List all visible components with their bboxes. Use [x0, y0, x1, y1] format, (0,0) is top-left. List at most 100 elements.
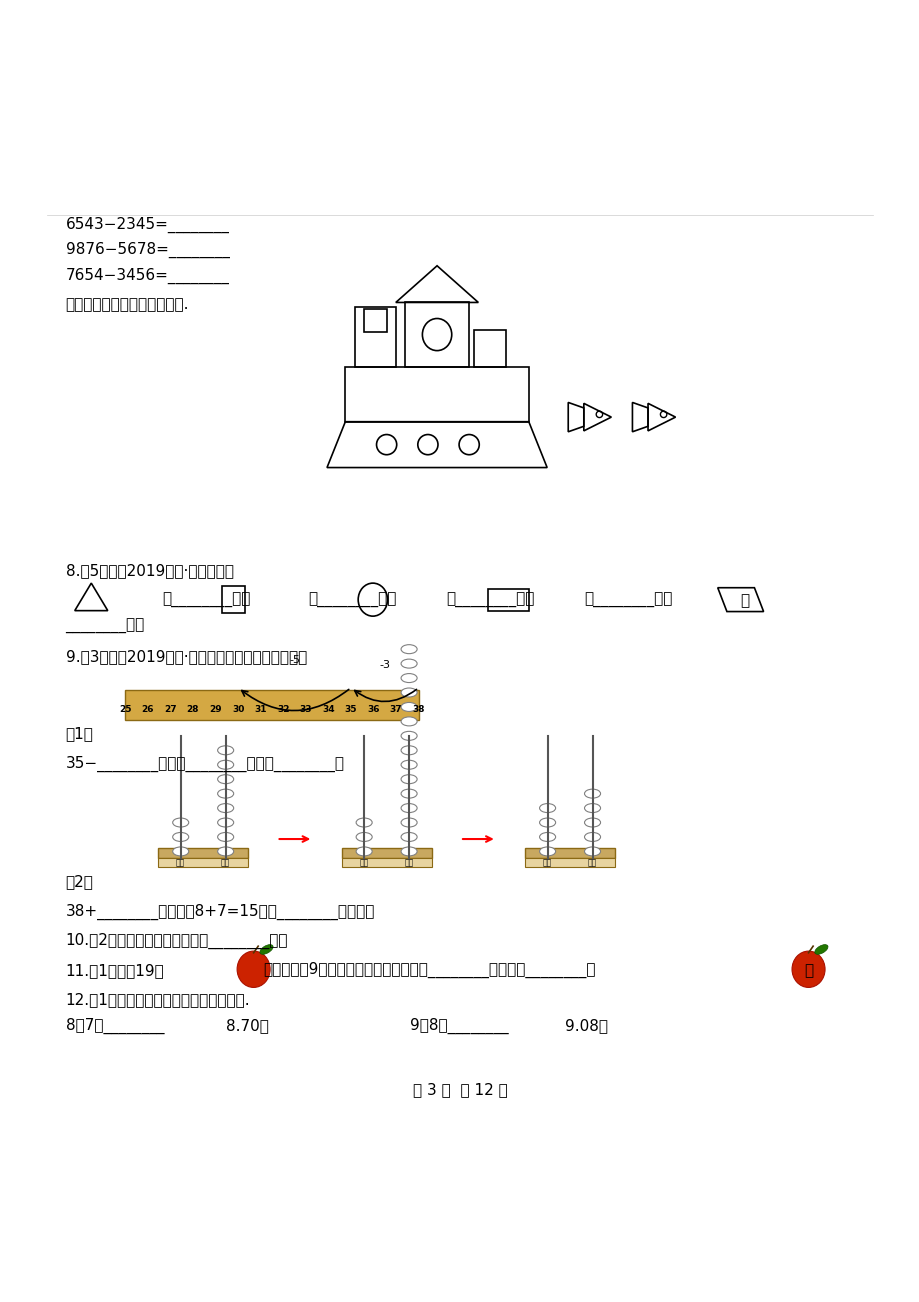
Ellipse shape [356, 832, 372, 841]
Text: 38+________，个位是8+7=15，向________位进一。: 38+________，个位是8+7=15，向________位进一。 [65, 904, 375, 919]
Ellipse shape [584, 803, 600, 812]
Text: -3: -3 [379, 660, 390, 669]
Text: 31: 31 [255, 706, 267, 715]
Text: ________个。: ________个。 [65, 618, 144, 634]
Text: 27: 27 [164, 706, 176, 715]
Text: 个位: 个位 [404, 858, 414, 867]
Text: 30: 30 [232, 706, 244, 715]
Ellipse shape [814, 945, 827, 954]
Text: 25: 25 [119, 706, 131, 715]
Ellipse shape [401, 789, 416, 798]
Ellipse shape [401, 687, 416, 697]
Ellipse shape [218, 832, 233, 841]
Ellipse shape [584, 832, 600, 841]
Text: -5: -5 [289, 655, 300, 665]
Ellipse shape [539, 846, 555, 855]
Ellipse shape [791, 952, 824, 987]
Text: 6543−2345=________: 6543−2345=________ [65, 216, 229, 233]
Ellipse shape [356, 846, 372, 855]
Ellipse shape [539, 803, 555, 812]
Text: 9元8角________: 9元8角________ [409, 1018, 507, 1034]
Bar [363, 309, 386, 332]
Text: 7654−3456=________: 7654−3456=________ [65, 268, 229, 284]
Text: 37: 37 [390, 706, 402, 715]
Bar [525, 848, 614, 858]
Bar [525, 858, 614, 867]
Ellipse shape [401, 659, 416, 668]
Ellipse shape [401, 717, 416, 727]
Text: 11.（1分）有19个: 11.（1分）有19个 [65, 962, 165, 978]
Ellipse shape [218, 746, 233, 755]
Text: 个位: 个位 [221, 858, 230, 867]
Ellipse shape [401, 846, 416, 855]
Text: 8.（5分）（2019一下·鹤城期末）: 8.（5分）（2019一下·鹤城期末） [65, 562, 233, 578]
Ellipse shape [584, 846, 600, 855]
Text: 有________个，: 有________个， [584, 592, 672, 608]
Bar [488, 589, 528, 611]
Text: 34: 34 [322, 706, 335, 715]
Text: 35−________，先算________，再算________。: 35−________，先算________，再算________。 [65, 755, 345, 772]
Ellipse shape [539, 818, 555, 827]
Ellipse shape [401, 760, 416, 769]
Bar [341, 858, 431, 867]
Ellipse shape [173, 832, 188, 841]
Text: 8元7角________: 8元7角________ [65, 1018, 164, 1034]
Text: 33: 33 [300, 706, 312, 715]
Text: 29: 29 [209, 706, 221, 715]
Bar [125, 690, 418, 720]
Ellipse shape [401, 703, 416, 711]
Text: 26: 26 [142, 706, 153, 715]
Text: 有________个，: 有________个， [308, 592, 397, 608]
Ellipse shape [218, 803, 233, 812]
Bar [345, 367, 528, 422]
Ellipse shape [259, 945, 273, 954]
Text: （1）: （1） [65, 727, 94, 741]
Bar [473, 329, 505, 367]
Ellipse shape [401, 832, 416, 841]
Ellipse shape [237, 952, 270, 987]
Ellipse shape [218, 760, 233, 769]
Text: 10.（2分）从右边起，第三位是________位。: 10.（2分）从右边起，第三位是________位。 [65, 932, 288, 949]
Text: 9876−5678=________: 9876−5678=________ [65, 242, 229, 258]
Ellipse shape [539, 832, 555, 841]
Ellipse shape [218, 775, 233, 784]
Ellipse shape [401, 732, 416, 741]
Text: 第 3 页  共 12 页: 第 3 页 共 12 页 [413, 1082, 506, 1096]
Bar [404, 302, 469, 367]
Text: 38: 38 [412, 706, 425, 715]
Text: 十位: 十位 [176, 858, 185, 867]
Ellipse shape [218, 846, 233, 855]
Text: 35: 35 [345, 706, 357, 715]
Bar [341, 848, 431, 858]
Ellipse shape [401, 803, 416, 812]
Text: 36: 36 [367, 706, 380, 715]
Ellipse shape [356, 818, 372, 827]
Ellipse shape [401, 775, 416, 784]
Bar [354, 307, 395, 367]
Text: 9.（3分）（2019一下·锡江期末）看一看，填一填。: 9.（3分）（2019一下·锡江期末）看一看，填一填。 [65, 648, 307, 664]
Ellipse shape [401, 818, 416, 827]
Bar [158, 848, 248, 858]
Ellipse shape [584, 818, 600, 827]
Bar [158, 858, 248, 867]
Text: 十位: 十位 [542, 858, 551, 867]
Ellipse shape [218, 818, 233, 827]
Ellipse shape [173, 846, 188, 855]
Text: （2）: （2） [65, 875, 94, 889]
Text: 12.（1分）比较下面每组中两个数的大小.: 12.（1分）比较下面每组中两个数的大小. [65, 992, 250, 1006]
Text: 按找到的规律，再写两个算式.: 按找到的规律，再写两个算式. [65, 297, 189, 311]
Text: 有: 有 [739, 592, 748, 608]
Text: 8.70元: 8.70元 [226, 1018, 268, 1034]
Ellipse shape [401, 673, 416, 682]
Text: 9.08元: 9.08元 [565, 1018, 607, 1034]
Ellipse shape [401, 746, 416, 755]
Text: 十位: 十位 [359, 858, 369, 867]
Bar [221, 586, 245, 613]
Ellipse shape [584, 789, 600, 798]
Text: 28: 28 [187, 706, 199, 715]
Text: 个位: 个位 [587, 858, 596, 867]
Ellipse shape [401, 644, 416, 654]
Ellipse shape [173, 818, 188, 827]
Text: 32: 32 [277, 706, 289, 715]
Text: 。: 。 [803, 962, 812, 978]
